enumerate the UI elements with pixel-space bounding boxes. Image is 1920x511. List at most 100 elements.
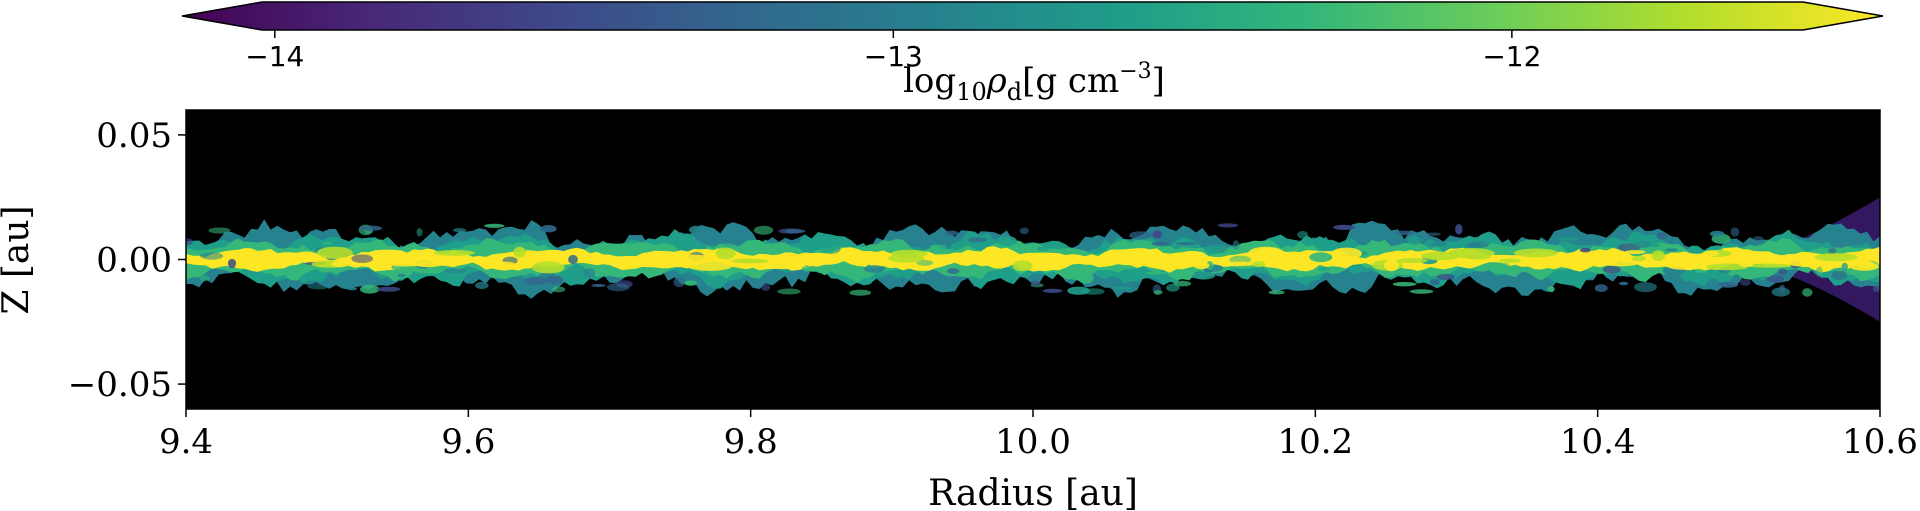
wisp: [1802, 288, 1813, 297]
dense-blob: [890, 249, 928, 258]
wisp: [1665, 248, 1678, 252]
wisp: [540, 225, 557, 233]
wisp: [1656, 232, 1667, 240]
wisp: [820, 244, 841, 254]
wisp: [1042, 288, 1063, 293]
wisp: [1268, 290, 1285, 295]
dense-blob: [1665, 260, 1706, 270]
wisp: [945, 230, 959, 236]
dense-blob: [1746, 263, 1792, 268]
wisp: [761, 283, 771, 291]
wisp: [996, 235, 1017, 247]
wisp: [1145, 271, 1166, 275]
wisp: [1394, 230, 1415, 236]
plot-area: 9.4 9.6 9.8 10.0 10.2 10.4 10.6 0.050.00−0.05 …: [0, 109, 1918, 511]
wisp: [1739, 279, 1751, 286]
x-tick-label: 9.4: [159, 422, 213, 462]
wisp: [1633, 241, 1652, 248]
dense-blob: [1513, 248, 1559, 258]
wisp: [1109, 286, 1133, 290]
colorbar-tick-label: −13: [864, 40, 923, 73]
wisp: [716, 243, 737, 250]
dense-blob: [731, 258, 769, 264]
dense-blob: [1738, 262, 1754, 267]
dense-blob: [1012, 260, 1033, 272]
wisp: [947, 268, 960, 274]
dense-blob: [531, 261, 565, 274]
x-axis: 9.4 9.6 9.8 10.0 10.2 10.4 10.6: [159, 409, 1918, 462]
dense-blob: [715, 247, 736, 260]
wisp: [1619, 281, 1629, 286]
x-tick-label: 10.2: [1277, 422, 1353, 462]
wisp: [1153, 290, 1163, 295]
wisp: [1602, 265, 1621, 274]
wisp: [397, 273, 406, 278]
wisp: [1831, 270, 1848, 280]
wisp: [358, 225, 383, 231]
wisp: [484, 223, 505, 228]
x-tick-label: 9.8: [724, 422, 778, 462]
dense-blob: [1248, 246, 1284, 259]
x-tick-label: 10.6: [1842, 422, 1918, 462]
wisp: [1709, 230, 1725, 237]
wisp: [1718, 281, 1739, 288]
wisp: [866, 264, 873, 269]
wisp: [199, 275, 210, 282]
wisp: [673, 277, 685, 288]
wisp: [1579, 248, 1591, 253]
wisp: [1206, 261, 1214, 270]
dense-blob: [1097, 260, 1112, 265]
density-field: [186, 197, 1880, 322]
colorbar-bar: [181, 1, 1884, 31]
wisp: [684, 280, 697, 286]
wisp: [444, 268, 467, 274]
wisp: [1594, 284, 1608, 292]
wisp: [523, 277, 547, 285]
dense-blob: [1856, 260, 1875, 268]
wisp: [551, 286, 566, 293]
wisp: [377, 286, 401, 292]
wisp: [545, 275, 564, 285]
wisp: [1779, 284, 1786, 294]
wisp: [1730, 227, 1740, 237]
wisp: [777, 288, 801, 295]
colorbar: −14 −13 −12 log10ρd[g cm−3]: [181, 1, 1884, 106]
wisp: [227, 258, 237, 269]
wisp: [568, 254, 578, 265]
dense-blob: [1216, 261, 1260, 267]
dense-blob: [1814, 253, 1858, 262]
wisp: [1501, 263, 1510, 271]
wisp: [453, 228, 467, 233]
wisp: [1392, 282, 1417, 287]
dense-blob: [1702, 250, 1719, 257]
wisp: [1409, 289, 1434, 294]
wisp: [347, 287, 357, 291]
wisp: [1815, 266, 1823, 277]
dense-blob: [1706, 263, 1749, 271]
wisp: [1217, 223, 1239, 228]
wisp: [321, 241, 333, 246]
dense-blob: [331, 261, 349, 268]
wisp: [1426, 232, 1441, 236]
dense-blob: [1631, 255, 1647, 262]
wisp: [967, 237, 987, 243]
dense-blob: [1624, 250, 1646, 255]
wisp: [1166, 283, 1180, 292]
dense-blob: [1498, 258, 1521, 263]
wisp: [1333, 224, 1356, 230]
wisp: [1232, 240, 1240, 250]
wisp: [1309, 252, 1333, 263]
wisp: [1753, 236, 1764, 241]
y-tick-label: 0.05: [96, 116, 172, 156]
dense-blob: [1420, 251, 1461, 261]
wisp: [1427, 242, 1448, 247]
wisp: [1777, 268, 1788, 275]
wisp: [1841, 262, 1849, 272]
dense-blob: [758, 261, 806, 270]
wisp: [607, 283, 630, 292]
wisp: [1407, 235, 1421, 246]
wisp: [307, 283, 330, 290]
wisp: [1466, 243, 1481, 248]
wisp: [929, 244, 948, 249]
